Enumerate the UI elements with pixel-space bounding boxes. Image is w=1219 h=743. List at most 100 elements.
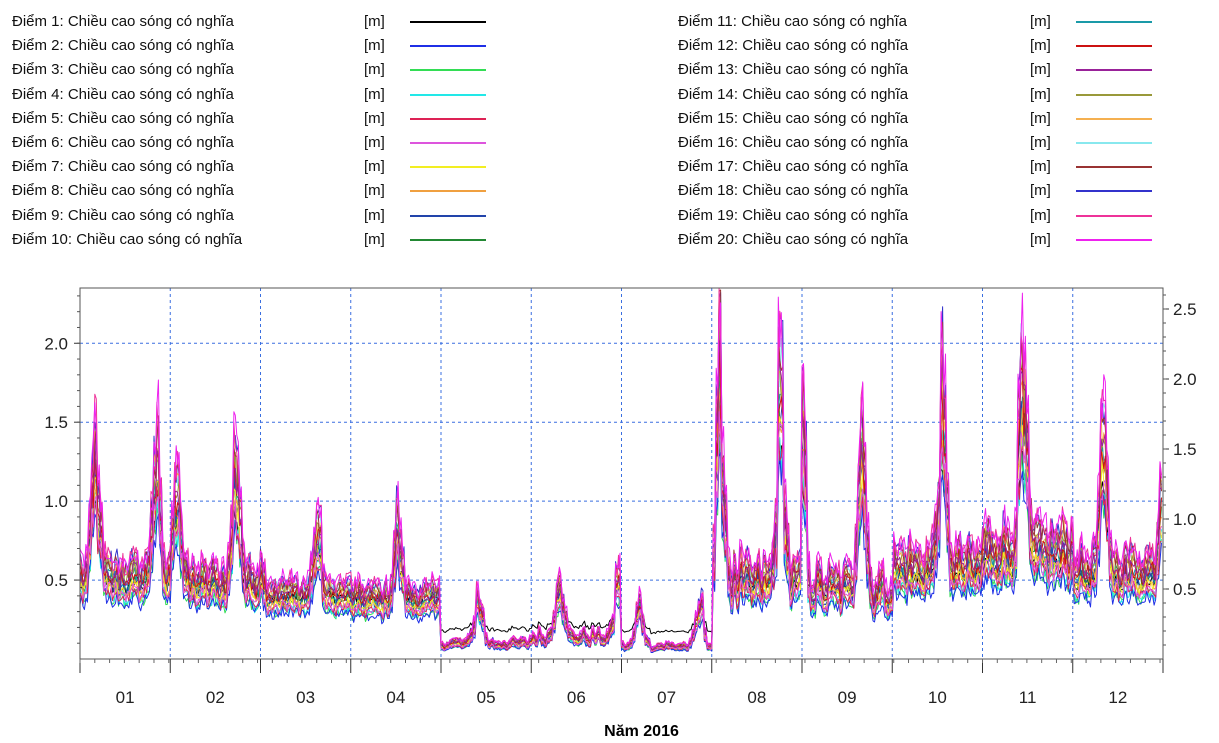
legend-label: Điểm 19: Chiều cao sóng có nghĩa	[678, 206, 909, 224]
legend-swatch	[1076, 93, 1152, 96]
legend-label: Điểm 9: Chiều cao sóng có nghĩa	[12, 206, 234, 224]
legend-item: Điểm 13: Chiều cao sóng có nghĩa [m]	[678, 58, 1168, 82]
legend-label: Điểm 8: Chiều cao sóng có nghĩa	[12, 182, 234, 200]
legend-unit: [m]	[1030, 61, 1051, 79]
legend-label: Điểm 14: Chiều cao sóng có nghĩa	[678, 85, 909, 103]
legend-label: Điểm 16: Chiều cao sóng có nghĩa	[678, 133, 909, 151]
legend-unit: [m]	[1030, 37, 1051, 55]
y-left-tick-label: 1.5	[44, 413, 68, 432]
legend-swatch	[410, 190, 486, 193]
legend-unit: [m]	[1030, 230, 1051, 248]
x-tick-label: 12	[1108, 688, 1127, 707]
legend-swatch	[410, 214, 486, 217]
legend-unit: [m]	[364, 61, 385, 79]
legend-label: Điểm 20: Chiều cao sóng có nghĩa	[678, 230, 909, 248]
legend-item: Điểm 9: Chiều cao sóng có nghĩa [m]	[12, 204, 502, 228]
legend-unit: [m]	[1030, 158, 1051, 176]
x-tick-label: 08	[747, 688, 766, 707]
legend-unit: [m]	[364, 133, 385, 151]
x-tick-label: 05	[477, 688, 496, 707]
legend-unit: [m]	[364, 109, 385, 127]
legend-item: Điểm 15: Chiều cao sóng có nghĩa [m]	[678, 107, 1168, 131]
legend-item: Điểm 6: Chiều cao sóng có nghĩa [m]	[12, 131, 502, 155]
legend-label: Điểm 17: Chiều cao sóng có nghĩa	[678, 158, 909, 176]
legend-swatch	[410, 238, 486, 241]
x-tick-label: 11	[1019, 688, 1037, 707]
legend-label: Điểm 4: Chiều cao sóng có nghĩa	[12, 85, 234, 103]
legend-unit: [m]	[364, 206, 385, 224]
legend-unit: [m]	[364, 85, 385, 103]
legend-item: Điểm 17: Chiều cao sóng có nghĩa [m]	[678, 155, 1168, 179]
legend-label: Điểm 3: Chiều cao sóng có nghĩa	[12, 61, 234, 79]
legend-unit: [m]	[1030, 206, 1051, 224]
y-right-tick-label: 2.5	[1173, 300, 1197, 319]
legend-swatch	[1076, 69, 1152, 72]
legend-item: Điểm 16: Chiều cao sóng có nghĩa [m]	[678, 131, 1168, 155]
legend-item: Điểm 8: Chiều cao sóng có nghĩa [m]	[12, 179, 502, 203]
x-tick-label: 06	[567, 688, 586, 707]
legend-swatch	[1076, 141, 1152, 144]
legend-label: Điểm 18: Chiều cao sóng có nghĩa	[678, 182, 909, 200]
legend-swatch	[1076, 238, 1152, 241]
legend-label: Điểm 15: Chiều cao sóng có nghĩa	[678, 109, 909, 127]
legend-swatch	[410, 166, 486, 169]
legend-label: Điểm 5: Chiều cao sóng có nghĩa	[12, 109, 234, 127]
series-lines	[79, 287, 1162, 653]
y-right-tick-label: 1.5	[1173, 440, 1197, 459]
legend-swatch	[1076, 45, 1152, 48]
legend-swatch	[410, 45, 486, 48]
y-right-tick-label: 0.5	[1173, 580, 1197, 599]
legend-unit: [m]	[364, 13, 385, 30]
x-tick-label: 04	[386, 688, 405, 707]
y-left-tick-label: 1.0	[44, 492, 68, 511]
legend-unit: [m]	[364, 158, 385, 176]
x-tick-label: 03	[296, 688, 315, 707]
legend-item: Điểm 10: Chiều cao sóng có nghĩa [m]	[12, 228, 502, 252]
legend-label: Điểm 6: Chiều cao sóng có nghĩa	[12, 133, 234, 151]
y-left-tick-label: 2.0	[44, 334, 68, 353]
legend-label: Điểm 7: Chiều cao sóng có nghĩa	[12, 158, 234, 176]
legend-unit: [m]	[1030, 133, 1051, 151]
legend-swatch	[1076, 117, 1152, 120]
x-tick-label: 01	[116, 688, 135, 707]
legend: Điểm 1: Chiều cao sóng có nghĩa [m] Điểm 2…	[0, 0, 1219, 270]
legend-item: Điểm 19: Chiều cao sóng có nghĩa [m]	[678, 204, 1168, 228]
legend-label: Điểm 1: Chiều cao sóng có nghĩa	[12, 13, 234, 30]
legend-swatch	[1076, 166, 1152, 169]
legend-item: Điểm 4: Chiều cao sóng có nghĩa [m]	[12, 83, 502, 107]
legend-item: Điểm 5: Chiều cao sóng có nghĩa [m]	[12, 107, 502, 131]
legend-item: Điểm 11: Chiều cao sóng có nghĩa [m]	[678, 10, 1168, 34]
legend-swatch	[410, 93, 486, 96]
legend-swatch	[410, 21, 486, 23]
legend-label: Điểm 13: Chiều cao sóng có nghĩa	[678, 61, 909, 79]
legend-unit: [m]	[1030, 13, 1051, 30]
legend-unit: [m]	[1030, 85, 1051, 103]
legend-unit: [m]	[1030, 182, 1051, 200]
y-right-tick-label: 1.0	[1173, 510, 1197, 529]
x-tick-label: 02	[206, 688, 225, 707]
wave-height-chart: 0.5 1.0 1.5 2.0 0.5 1.0 1.5 2.0 2.5 01 02 03 04 05 06 0…	[44, 287, 1197, 740]
axes: 0.5 1.0 1.5 2.0 0.5 1.0 1.5 2.0 2.5 01 02 03 04 05 06 0…	[44, 294, 1197, 707]
legend-unit: [m]	[1030, 109, 1051, 127]
x-axis-label: Năm 2016	[604, 723, 679, 740]
legend-column-right: Điểm 11: Chiều cao sóng có nghĩa [m] Điểm …	[678, 10, 1168, 252]
legend-item: Điểm 14: Chiều cao sóng có nghĩa [m]	[678, 83, 1168, 107]
legend-unit: [m]	[364, 230, 385, 248]
legend-label: Điểm 2: Chiều cao sóng có nghĩa	[12, 37, 234, 55]
legend-item: Điểm 20: Chiều cao sóng có nghĩa [m]	[678, 228, 1168, 252]
legend-label: Điểm 10: Chiều cao sóng có nghĩa	[12, 230, 243, 248]
legend-item: Điểm 7: Chiều cao sóng có nghĩa [m]	[12, 155, 502, 179]
series-line	[79, 292, 1162, 649]
legend-swatch	[1076, 21, 1152, 23]
x-tick-label: 10	[928, 688, 947, 707]
grid-lines	[80, 288, 1163, 659]
legend-column-left: Điểm 1: Chiều cao sóng có nghĩa [m] Điểm 2…	[12, 10, 502, 252]
legend-swatch	[1076, 214, 1152, 217]
legend-label: Điểm 12: Chiều cao sóng có nghĩa	[678, 37, 909, 55]
y-right-tick-label: 2.0	[1173, 370, 1197, 389]
x-tick-label: 09	[838, 688, 857, 707]
legend-item: Điểm 3: Chiều cao sóng có nghĩa [m]	[12, 58, 502, 82]
legend-item: Điểm 2: Chiều cao sóng có nghĩa [m]	[12, 34, 502, 58]
legend-unit: [m]	[364, 37, 385, 55]
x-tick-label: 07	[657, 688, 676, 707]
